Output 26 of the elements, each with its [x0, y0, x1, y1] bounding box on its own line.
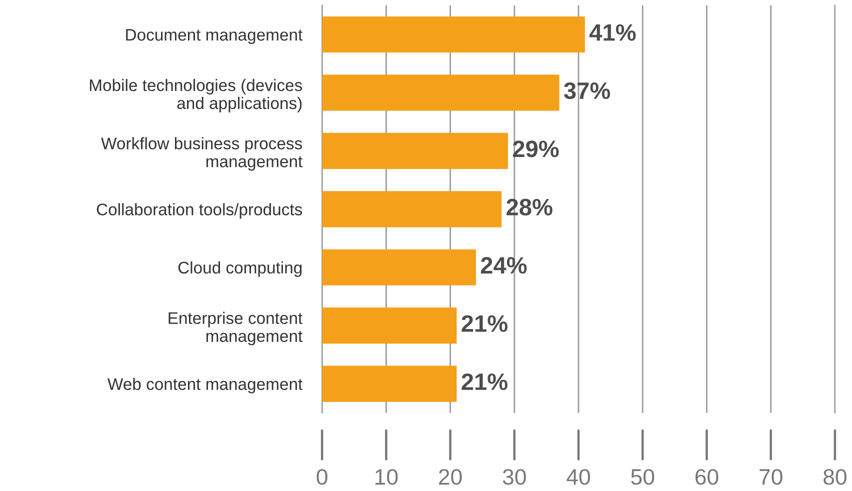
x-tick-label: 80	[824, 469, 846, 485]
y-tick-label: Cloud computing	[178, 261, 302, 277]
y-tick-label: Document management	[126, 29, 302, 44]
bar	[322, 74, 560, 111]
y-tick-label: Workflow business process management	[101, 137, 302, 171]
bar	[322, 191, 502, 228]
y-tick-label: Collaboration tools/products	[96, 203, 302, 219]
bar	[322, 132, 508, 169]
data-label: 41%	[589, 24, 636, 41]
bar	[322, 308, 457, 344]
data-label: 21%	[462, 315, 508, 332]
y-tick-label: Mobile technologies (devices and applications)	[90, 78, 302, 112]
data-label: 21%	[462, 373, 508, 390]
bar	[322, 366, 457, 402]
x-tick-label: 40	[566, 469, 590, 485]
bar	[322, 16, 585, 53]
y-tick-label: Web content management	[108, 378, 303, 394]
x-tick-label: 70	[760, 469, 782, 485]
bar	[322, 249, 476, 286]
y-tick-label: Enterprise content management	[168, 312, 302, 346]
x-tick-label: 0	[316, 469, 328, 485]
x-tick-label: 20	[439, 469, 462, 485]
x-tick-label: 50	[631, 469, 654, 485]
x-tick-label: 10	[376, 469, 398, 485]
x-tick-label: 60	[696, 469, 718, 485]
x-tick-label: 30	[502, 469, 526, 485]
